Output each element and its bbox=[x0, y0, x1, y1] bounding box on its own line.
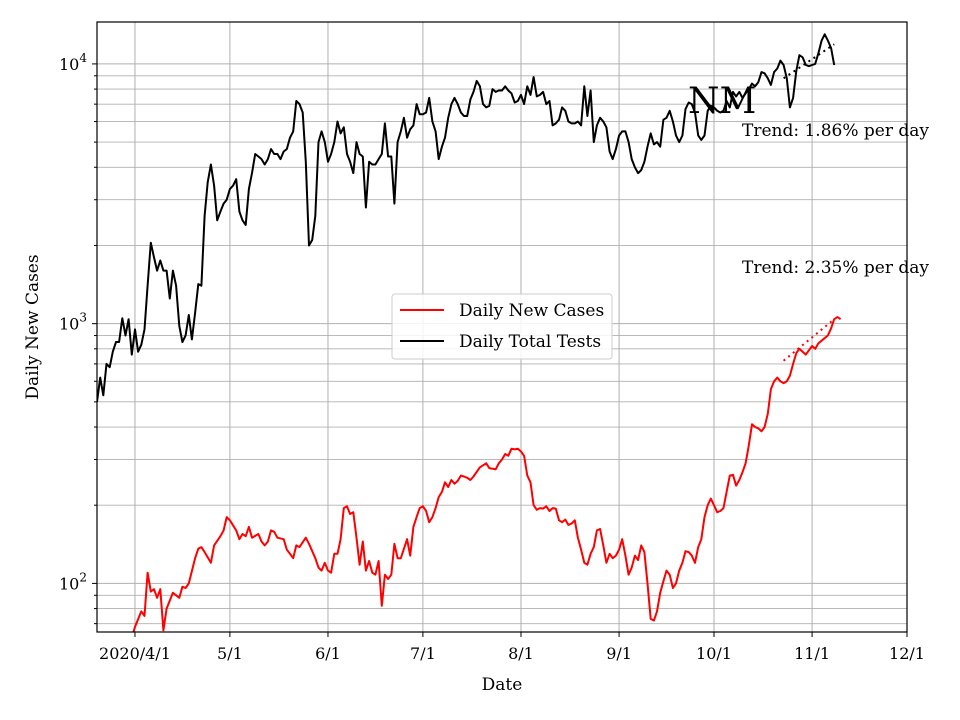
x-tick-label: 10/1 bbox=[696, 644, 732, 663]
x-tick-label: 7/1 bbox=[410, 644, 436, 663]
x-tick-label: 5/1 bbox=[217, 644, 243, 663]
x-tick-label: 6/1 bbox=[315, 644, 341, 663]
x-tick-label: 2020/4/1 bbox=[99, 644, 171, 663]
trend-tests-annotation: Trend: 1.86% per day bbox=[742, 121, 929, 141]
x-tick-label: 11/1 bbox=[794, 644, 830, 663]
x-tick-label: 12/1 bbox=[889, 644, 925, 663]
x-axis-label: Date bbox=[482, 675, 523, 695]
y-tick-label: 103 bbox=[59, 311, 87, 334]
trend-line-cases bbox=[782, 318, 835, 362]
series-line-tests bbox=[97, 33, 836, 403]
x-tick-label: 8/1 bbox=[508, 644, 534, 663]
legend-label-cases: Daily New Cases bbox=[459, 301, 604, 321]
trend-cases-annotation: Trend: 2.35% per day bbox=[742, 258, 929, 278]
series-line-cases bbox=[132, 316, 842, 632]
legend-box bbox=[391, 293, 613, 360]
series-layer bbox=[97, 33, 842, 632]
ticks: 2020/4/1 5/1 6/1 7/1 8/1 9/1 10/1 11/1 12/1 102 10… bbox=[59, 51, 925, 663]
legend: Daily New Cases Daily Total Tests bbox=[391, 293, 613, 360]
x-tick-label: 9/1 bbox=[606, 644, 632, 663]
y-tick-label: 102 bbox=[59, 570, 87, 593]
y-axis-label: Daily New Cases bbox=[23, 254, 43, 399]
trend-line-tests bbox=[783, 43, 835, 80]
legend-label-tests: Daily Total Tests bbox=[459, 332, 601, 352]
plot-frame bbox=[96, 21, 908, 633]
y-tick-label: 104 bbox=[59, 51, 87, 74]
state-label: NM bbox=[688, 81, 756, 122]
